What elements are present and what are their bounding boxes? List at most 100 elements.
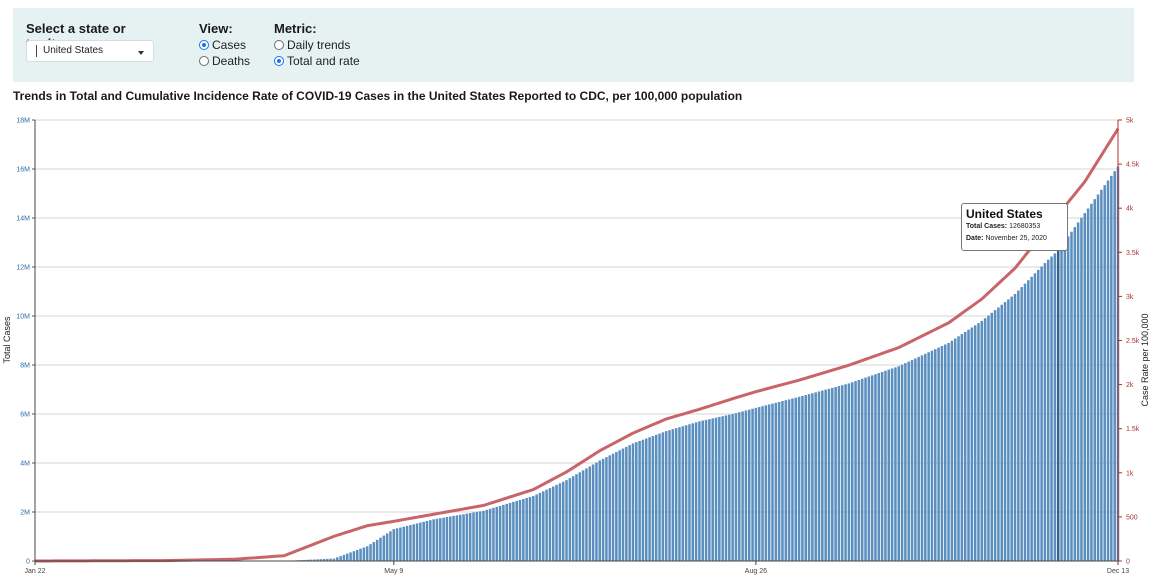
bar — [635, 442, 638, 561]
bar — [488, 508, 492, 561]
bar — [322, 559, 326, 561]
bar — [817, 391, 821, 561]
bar — [801, 395, 804, 561]
bar — [346, 553, 349, 561]
view-radio-cases[interactable]: Cases — [199, 38, 246, 52]
bar — [894, 367, 897, 561]
bar — [704, 419, 708, 561]
bar — [953, 338, 957, 561]
bar — [827, 388, 831, 561]
bar — [977, 323, 980, 561]
bar — [545, 489, 548, 561]
bar — [555, 484, 558, 561]
bar — [1113, 171, 1116, 561]
bar — [485, 509, 489, 561]
bar — [764, 405, 768, 561]
bar — [781, 401, 784, 561]
bar — [528, 497, 532, 561]
bar — [917, 356, 920, 561]
metric-radio-daily-trends-label: Daily trends — [287, 38, 351, 52]
bar — [841, 385, 844, 561]
radio-selected-icon — [274, 56, 284, 66]
bar — [316, 559, 319, 561]
bar — [1043, 263, 1047, 561]
bar — [993, 310, 997, 561]
bar — [691, 423, 695, 561]
bar — [1090, 203, 1093, 562]
bar — [747, 409, 751, 561]
bar — [877, 373, 881, 561]
bar — [405, 525, 409, 561]
view-filter-group: View: Cases Deaths — [199, 21, 269, 71]
bar — [814, 392, 817, 561]
bar — [518, 499, 522, 561]
bar — [498, 505, 502, 561]
metric-radio-daily-trends[interactable]: Daily trends — [274, 38, 350, 52]
x-tick-label: Aug 26 — [745, 568, 767, 575]
y2-tick-label: 1.5k — [1126, 426, 1140, 433]
radio-unselected-icon — [274, 40, 284, 50]
bar — [973, 325, 977, 561]
bar — [332, 558, 336, 561]
bar — [890, 368, 894, 561]
bar — [628, 445, 631, 561]
bar — [997, 307, 1000, 561]
bar — [502, 504, 505, 561]
bar — [538, 492, 542, 561]
bar — [591, 464, 595, 561]
bar — [1027, 280, 1030, 561]
bar — [419, 522, 422, 561]
bar — [661, 432, 665, 561]
bar — [1050, 256, 1053, 561]
bar — [439, 518, 442, 561]
bar — [784, 400, 788, 561]
view-radio-deaths[interactable]: Deaths — [199, 54, 250, 68]
bar — [429, 520, 432, 561]
bar — [645, 438, 648, 561]
y-tick-label: 12M — [16, 265, 30, 272]
bar — [475, 511, 479, 561]
bar — [884, 370, 887, 561]
y-axis-left-title: Total Cases — [2, 316, 12, 364]
bar — [1037, 269, 1040, 561]
metric-filter-group: Metric: Daily trends Total and rate — [274, 21, 374, 71]
bar — [671, 429, 675, 561]
bar — [844, 384, 847, 561]
bar — [874, 374, 877, 561]
bar — [897, 366, 901, 561]
bar — [568, 478, 572, 561]
bar — [714, 417, 718, 561]
bar — [658, 433, 661, 561]
bar — [907, 361, 910, 561]
tooltip-total-cases: Total Cases: 12680353 — [966, 221, 1063, 233]
bar — [1000, 304, 1003, 561]
bar — [581, 470, 585, 561]
bar — [558, 483, 562, 561]
bar — [355, 549, 359, 561]
bar — [309, 559, 312, 561]
bar — [525, 498, 528, 561]
bar — [585, 468, 588, 561]
bar — [701, 420, 705, 561]
bar — [472, 512, 475, 561]
bar — [757, 407, 761, 561]
bar — [947, 342, 950, 561]
case-rate-line — [34, 128, 1120, 563]
metric-radio-total-and-rate[interactable]: Total and rate — [274, 54, 360, 68]
bar — [837, 386, 841, 561]
bar — [960, 334, 964, 561]
bar — [718, 416, 721, 561]
y2-tick-label: 500 — [1126, 514, 1138, 521]
bar — [551, 486, 555, 561]
bar — [379, 537, 382, 561]
bar — [1020, 287, 1023, 561]
bar — [937, 347, 940, 561]
bar — [1070, 231, 1073, 561]
state-select[interactable]: United States — [26, 40, 154, 62]
bar — [409, 525, 412, 561]
bar — [774, 402, 778, 561]
bar — [369, 544, 372, 561]
metric-filter-label: Metric: — [274, 21, 317, 36]
tooltip-date-label: Date: — [966, 235, 984, 242]
bar — [1110, 175, 1113, 562]
